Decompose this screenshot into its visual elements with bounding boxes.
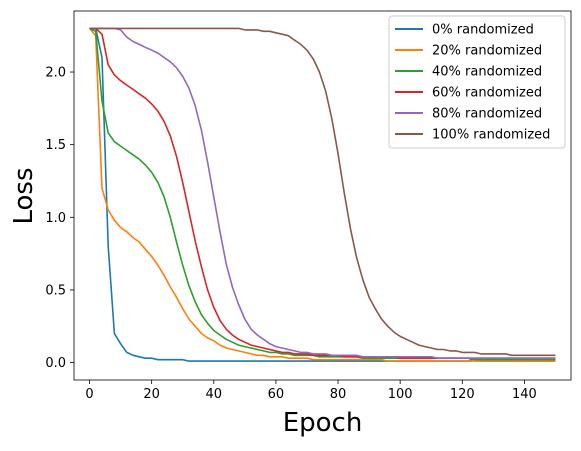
legend-label: 80% randomized xyxy=(432,107,542,122)
legend: 0% randomized 20% randomized 40% randomize… xyxy=(388,15,566,149)
x-tick-label: 20 xyxy=(143,387,160,402)
x-tick-label: 0 xyxy=(85,387,93,402)
legend-label: 60% randomized xyxy=(432,86,542,101)
plot-frame xyxy=(73,10,572,381)
y-tick-label: 0.5 xyxy=(45,283,66,298)
x-tick-label: 60 xyxy=(268,387,285,402)
legend-label: 40% randomized xyxy=(432,65,542,80)
y-tick-label: 1.0 xyxy=(45,211,66,226)
series-line-4 xyxy=(89,27,556,360)
x-axis-ticks: 0 20 40 60 80 100 120 140 xyxy=(85,380,537,402)
x-tick-label: 80 xyxy=(330,387,347,402)
series-line-5 xyxy=(89,27,556,357)
legend-label: 100% randomized xyxy=(432,128,550,143)
legend-box xyxy=(388,15,566,149)
x-tick-label: 140 xyxy=(512,387,537,402)
y-axis-label: Loss xyxy=(9,167,39,224)
legend-label: 0% randomized xyxy=(432,23,534,38)
x-axis-label: Epoch xyxy=(283,408,363,438)
series-line-1 xyxy=(88,27,556,362)
series-line-2 xyxy=(89,27,556,361)
series-layer xyxy=(88,27,556,362)
y-tick-label: 0.0 xyxy=(45,356,66,371)
x-tick-label: 40 xyxy=(206,387,223,402)
y-tick-label: 1.5 xyxy=(45,138,66,153)
x-tick-label: 100 xyxy=(388,387,413,402)
legend-label: 20% randomized xyxy=(432,44,542,59)
y-axis-ticks: 0.0 0.5 1.0 1.5 2.0 xyxy=(45,66,74,371)
y-tick-label: 2.0 xyxy=(45,66,66,81)
x-tick-label: 120 xyxy=(450,387,475,402)
